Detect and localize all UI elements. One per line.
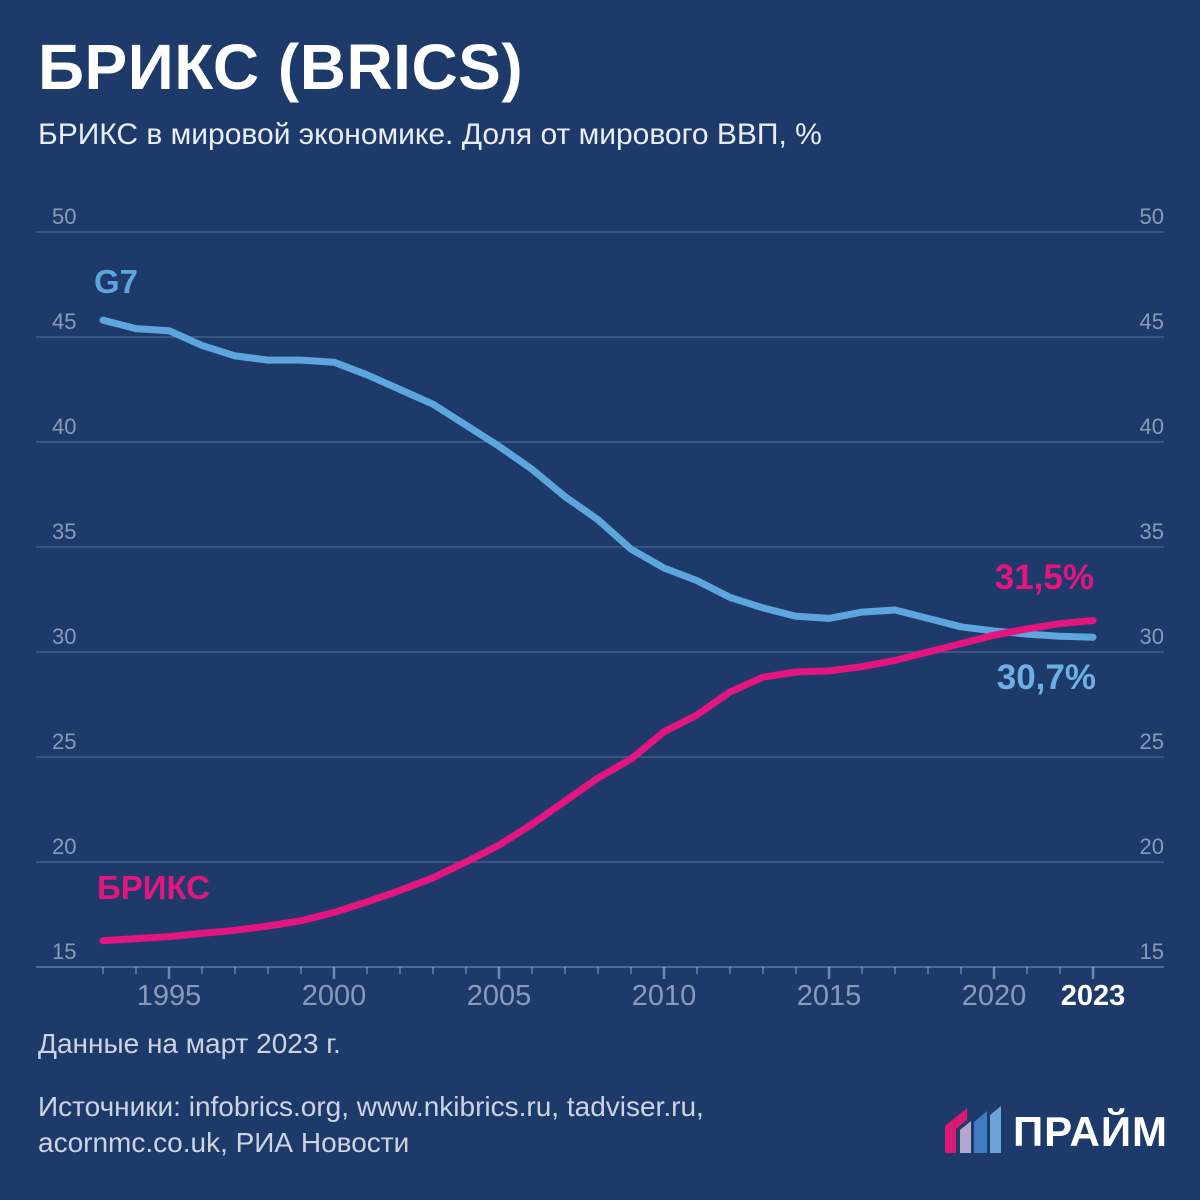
x-label-2005: 2005 xyxy=(467,980,532,1012)
y-label-left-35: 35 xyxy=(52,519,76,544)
series-line-g7 xyxy=(99,316,1097,641)
y-label-right-25: 25 xyxy=(1140,729,1164,754)
y-label-left-50: 50 xyxy=(52,204,76,229)
y-label-left-30: 30 xyxy=(52,624,76,649)
y-label-right-15: 15 xyxy=(1140,939,1164,964)
y-label-right-40: 40 xyxy=(1140,414,1164,439)
y-label-right-45: 45 xyxy=(1140,309,1164,334)
y-label-left-45: 45 xyxy=(52,309,76,334)
sources-line-2: acornmc.co.uk, РИА Новости xyxy=(38,1127,410,1158)
x-label-2000: 2000 xyxy=(302,980,367,1012)
sources-line-1: Источники: infobrics.org, www.nkibrics.r… xyxy=(38,1091,704,1122)
chart-subtitle: БРИКС в мировой экономике. Доля от миров… xyxy=(38,118,822,151)
page-title: БРИКС (BRICS) xyxy=(38,31,524,103)
brics-series-label: БРИКС xyxy=(97,869,210,906)
y-label-left-20: 20 xyxy=(52,834,76,859)
prime-logo: ПРАЙМ xyxy=(943,1103,1168,1155)
x-label-2015: 2015 xyxy=(797,980,862,1012)
y-label-right-20: 20 xyxy=(1140,834,1164,859)
prime-logo-text: ПРАЙМ xyxy=(1012,1108,1168,1155)
x-label-1995: 1995 xyxy=(137,980,202,1012)
data-date-note: Данные на март 2023 г. xyxy=(38,1028,341,1059)
y-label-left-40: 40 xyxy=(52,414,76,439)
y-label-right-35: 35 xyxy=(1140,519,1164,544)
y-label-right-30: 30 xyxy=(1140,624,1164,649)
brics-end-value-label: 31,5% xyxy=(994,558,1094,597)
x-label-2020: 2020 xyxy=(962,980,1027,1012)
series-line-brics xyxy=(99,617,1097,945)
y-label-left-25: 25 xyxy=(52,729,76,754)
g7-end-value-label: 30,7% xyxy=(996,658,1096,697)
y-label-left-15: 15 xyxy=(52,939,76,964)
y-label-right-50: 50 xyxy=(1140,204,1164,229)
x-label-2023: 2023 xyxy=(1061,980,1126,1012)
x-label-2010: 2010 xyxy=(632,980,697,1012)
g7-series-label: G7 xyxy=(94,263,139,300)
prime-logo-icon xyxy=(944,1106,1001,1153)
